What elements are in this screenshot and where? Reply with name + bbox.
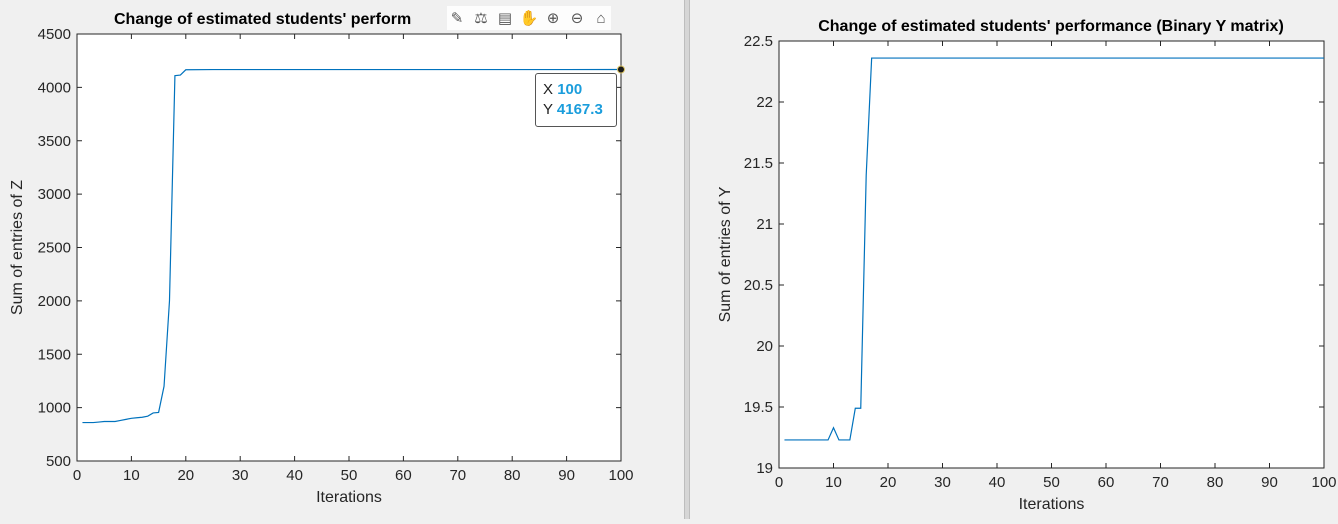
x-axis-label: Iterations xyxy=(1019,496,1085,513)
x-tick-label: 20 xyxy=(177,467,194,484)
pan-icon[interactable]: ✋ xyxy=(519,10,539,27)
x-tick-label: 80 xyxy=(504,467,521,484)
figure-panel-left: 0 10 20 30 40 50 60 70 80 90 100 500 1000 1500 2000 250… xyxy=(9,6,634,506)
brush-icon[interactable]: ✎ xyxy=(450,10,464,27)
axes-toolbar: ✎ ⚖ ▤ ✋ ⊕ ⊖ ⌂ xyxy=(447,6,611,30)
series-line xyxy=(82,68,622,424)
x-tick-label: 10 xyxy=(123,467,140,484)
datatip-x-value: 100 xyxy=(557,81,583,98)
x-tick-label: 80 xyxy=(1207,474,1224,491)
datatip-x-row: X 100 xyxy=(543,80,609,100)
x-tick-label: 70 xyxy=(449,467,466,484)
x-tick-label: 40 xyxy=(286,467,303,484)
y-tick-label: 1000 xyxy=(38,400,71,417)
y-tick-label: 22.5 xyxy=(744,33,773,50)
y-tick-label: 20 xyxy=(756,338,773,355)
x-tick-label: 10 xyxy=(825,474,842,491)
y-tick-label: 19 xyxy=(756,460,773,477)
datatip-marker xyxy=(617,65,625,74)
y-tick-label: 3000 xyxy=(38,186,71,203)
x-tick-label: 50 xyxy=(341,467,358,484)
plot-area xyxy=(76,33,622,462)
x-tick-label: 30 xyxy=(934,474,951,491)
x-tick-label: 30 xyxy=(232,467,249,484)
y-tick-label: 3500 xyxy=(38,133,71,150)
panel-splitter[interactable] xyxy=(684,0,690,519)
x-tick-label: 70 xyxy=(1152,474,1169,491)
zoom-out-icon[interactable]: ⊖ xyxy=(570,10,584,27)
chart-title: Change of estimated students' perform xyxy=(114,11,411,28)
x-tick-label: 90 xyxy=(1261,474,1278,491)
x-tick-label: 50 xyxy=(1043,474,1060,491)
x-axis-label: Iterations xyxy=(316,489,382,506)
x-tick-label: 0 xyxy=(73,467,81,484)
datatip-x-label: X xyxy=(543,81,554,98)
y-tick-label: 1500 xyxy=(38,346,71,363)
y-tick-label: 20.5 xyxy=(744,277,773,294)
x-tick-label: 0 xyxy=(775,474,783,491)
y-tick-label: 21.5 xyxy=(744,155,773,172)
datatip-y-label: Y xyxy=(543,101,553,118)
chart-left: 0 10 20 30 40 50 60 70 80 90 100 500 1000 1500 2000 250… xyxy=(9,11,634,506)
y-tick-label: 22 xyxy=(756,94,773,111)
x-tick-label: 100 xyxy=(608,467,633,484)
y-axis-label: Sum of entries of Z xyxy=(9,180,26,315)
y-tick-label: 19.5 xyxy=(744,399,773,416)
y-tick-label: 4000 xyxy=(38,79,71,96)
y-axis-label: Sum of entries of Y xyxy=(717,186,734,322)
datatip-y-row: Y 4167.3 xyxy=(543,100,609,120)
y-tick-label: 2500 xyxy=(38,240,71,257)
y-tick-label: 2000 xyxy=(38,293,71,310)
datatip-icon[interactable]: ⚖ xyxy=(474,10,488,27)
x-tick-label: 100 xyxy=(1311,474,1336,491)
series-line xyxy=(784,57,1324,441)
y-tick-label: 21 xyxy=(756,216,773,233)
zoom-in-icon[interactable]: ⊕ xyxy=(546,10,560,27)
x-tick-label: 40 xyxy=(989,474,1006,491)
home-icon[interactable]: ⌂ xyxy=(596,9,606,27)
datatip-y-value: 4167.3 xyxy=(556,101,603,118)
y-tick-label: 500 xyxy=(46,453,71,470)
chart-right: 0 10 20 30 40 50 60 70 80 90 100 19 19.5 20 20.5 21 21.5… xyxy=(717,18,1337,513)
datatip[interactable]: X 100 Y 4167.3 xyxy=(535,73,617,127)
plot-area xyxy=(778,40,1325,469)
x-tick-label: 90 xyxy=(558,467,575,484)
y-tick-label: 4500 xyxy=(38,26,71,43)
legend-icon[interactable]: ▤ xyxy=(497,10,513,27)
x-tick-label: 60 xyxy=(1098,474,1115,491)
x-tick-label: 60 xyxy=(395,467,412,484)
figure-panel-right: 0 10 20 30 40 50 60 70 80 90 100 19 19.5 20 20.5 21 21.5… xyxy=(690,0,1338,519)
x-tick-label: 20 xyxy=(880,474,897,491)
chart-title: Change of estimated students' performanc… xyxy=(818,18,1284,35)
